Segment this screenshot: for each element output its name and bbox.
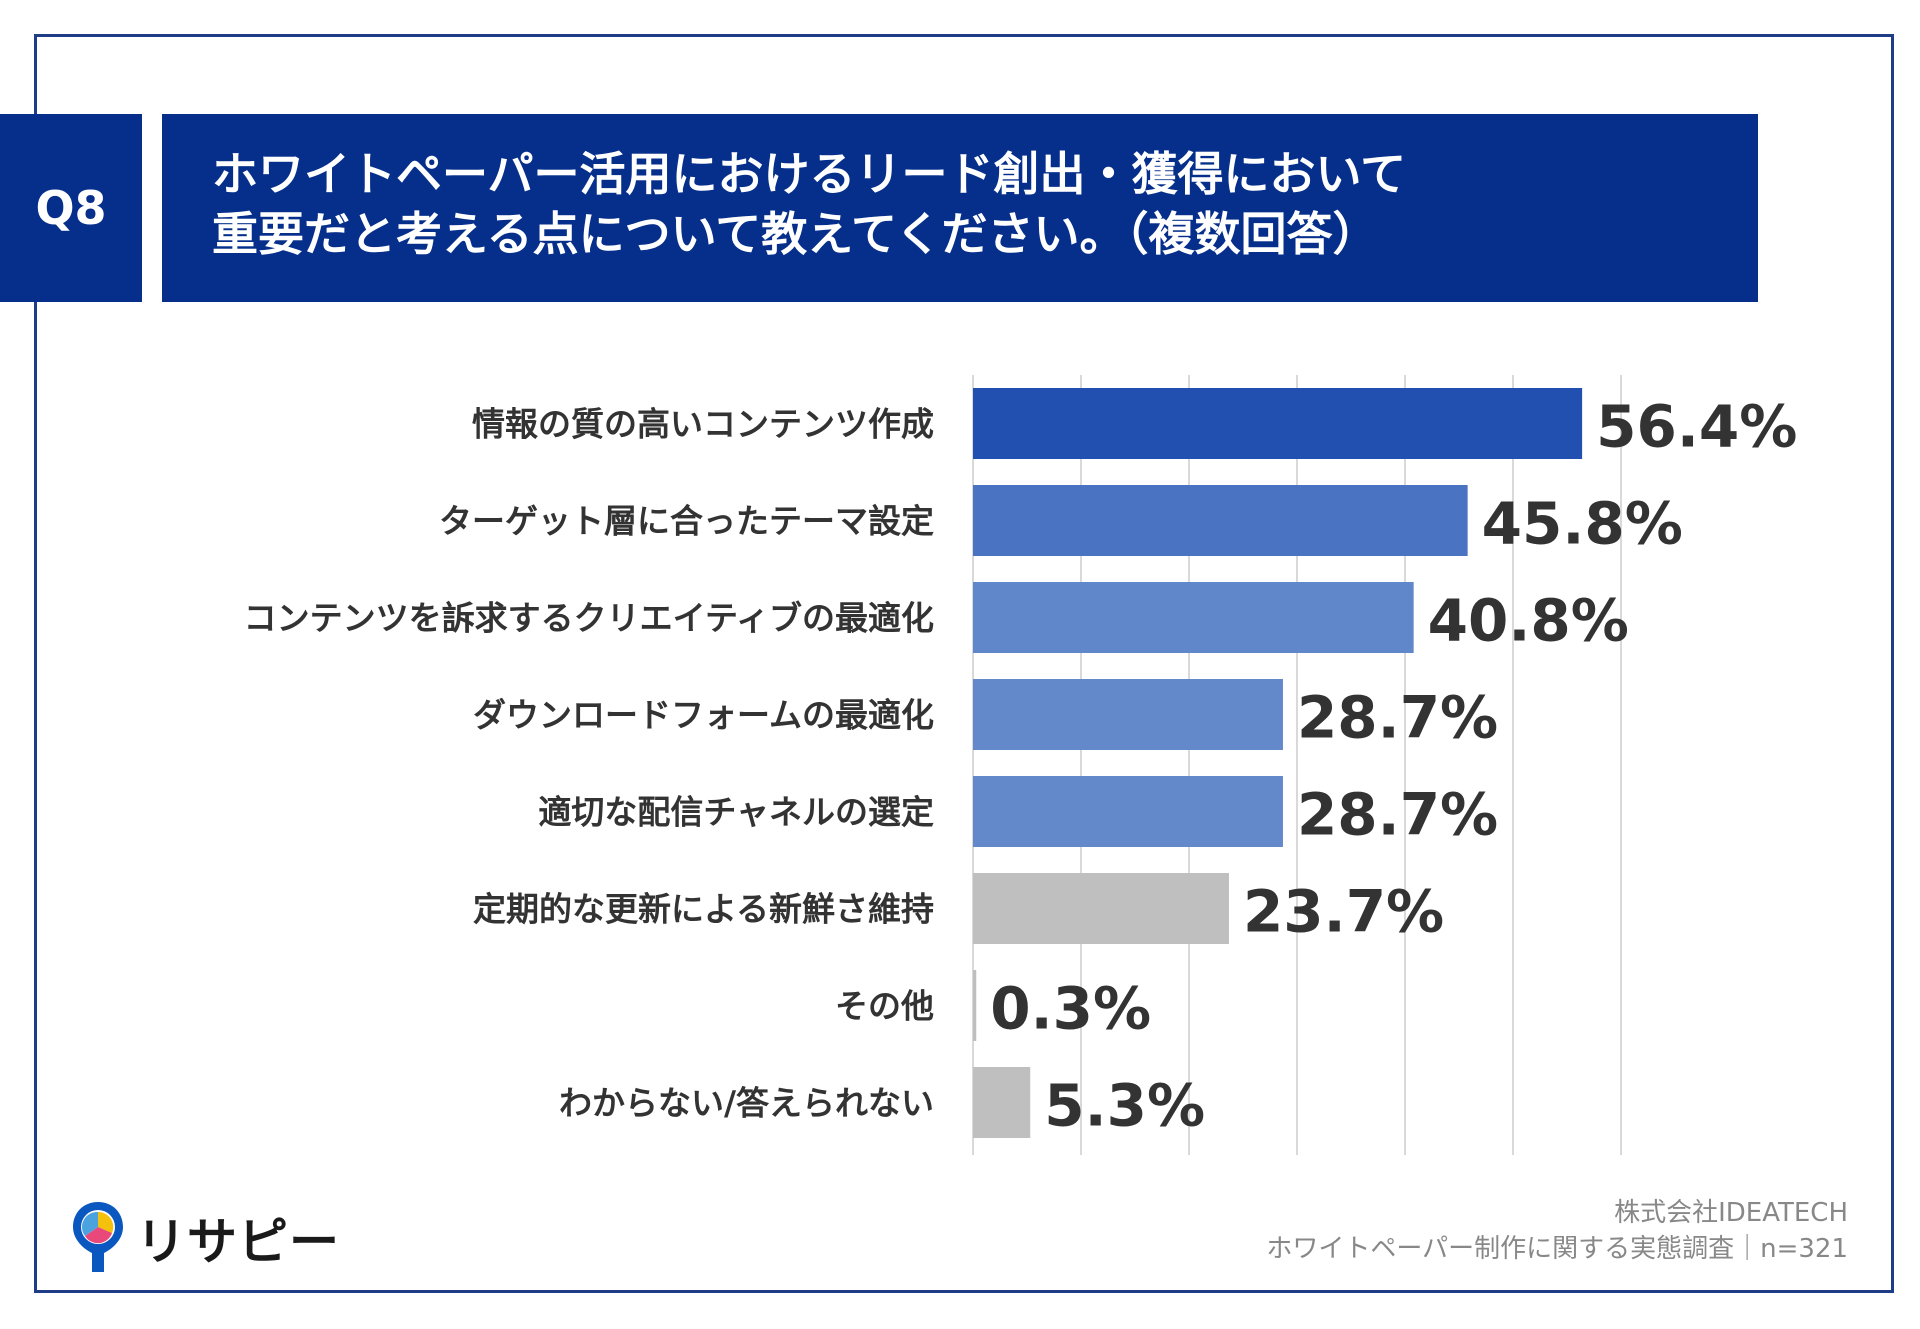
category-label: その他 [835,987,934,1026]
source-note: 株式会社IDEATECH ホワイトペーパー制作に関する実態調査｜n=321 [1266,1195,1848,1267]
category-label: わからない/答えられない [559,1084,934,1123]
bar [973,873,1229,944]
logo-text: リサピー [136,1213,340,1271]
category-label: 情報の質の高いコンテンツ作成 [472,405,934,444]
value-label: 56.4% [1596,393,1797,461]
bar [973,485,1468,556]
category-labels: 情報の質の高いコンテンツ作成ターゲット層に合ったテーマ設定コンテンツを訴求するク… [244,405,934,1123]
bar [973,582,1414,653]
question-title-line-1: ホワイトペーパー活用におけるリード創出・獲得において [212,147,1407,201]
bar [973,776,1283,847]
bar [973,679,1283,750]
outer-frame [34,34,1894,1293]
category-label: ダウンロードフォームの最適化 [473,696,934,735]
bar [973,388,1583,459]
value-label: 45.8% [1482,490,1683,558]
question-header: ホワイトペーパー活用におけるリード創出・獲得において 重要だと考える点について教… [162,114,1758,302]
question-number: Q8 [35,181,107,235]
value-label: 5.3% [1044,1072,1205,1140]
source-survey: ホワイトペーパー制作に関する実態調査｜n=321 [1266,1234,1848,1264]
category-label: 適切な配信チャネルの選定 [538,793,934,832]
value-labels: 56.4% 45.8% 40.8% 28.7% 28.7% 23.7% 0.3% 5.3% [990,393,1797,1140]
bars [973,388,1583,1138]
bar [973,1067,1031,1138]
category-label: 定期的な更新による新鮮さ維持 [473,890,934,929]
value-label: 23.7% [1243,878,1444,946]
value-label: 0.3% [990,975,1151,1043]
bar [973,970,977,1041]
category-label: コンテンツを訴求するクリエイティブの最適化 [244,599,934,638]
risapy-logo: リサピー [70,1200,340,1276]
category-label: ターゲット層に合ったテーマ設定 [439,502,934,541]
value-label: 28.7% [1297,781,1498,849]
value-label: 40.8% [1428,587,1629,655]
value-label: 28.7% [1297,684,1498,752]
question-title-line-2: 重要だと考える点について教えてください。（複数回答） [212,207,1379,261]
map-pin-logo-icon [73,1202,123,1272]
bar-chart: 情報の質の高いコンテンツ作成ターゲット層に合ったテーマ設定コンテンツを訴求するク… [244,375,1797,1155]
source-company: 株式会社IDEATECH [1614,1198,1848,1228]
question-number-badge: Q8 [0,114,142,302]
